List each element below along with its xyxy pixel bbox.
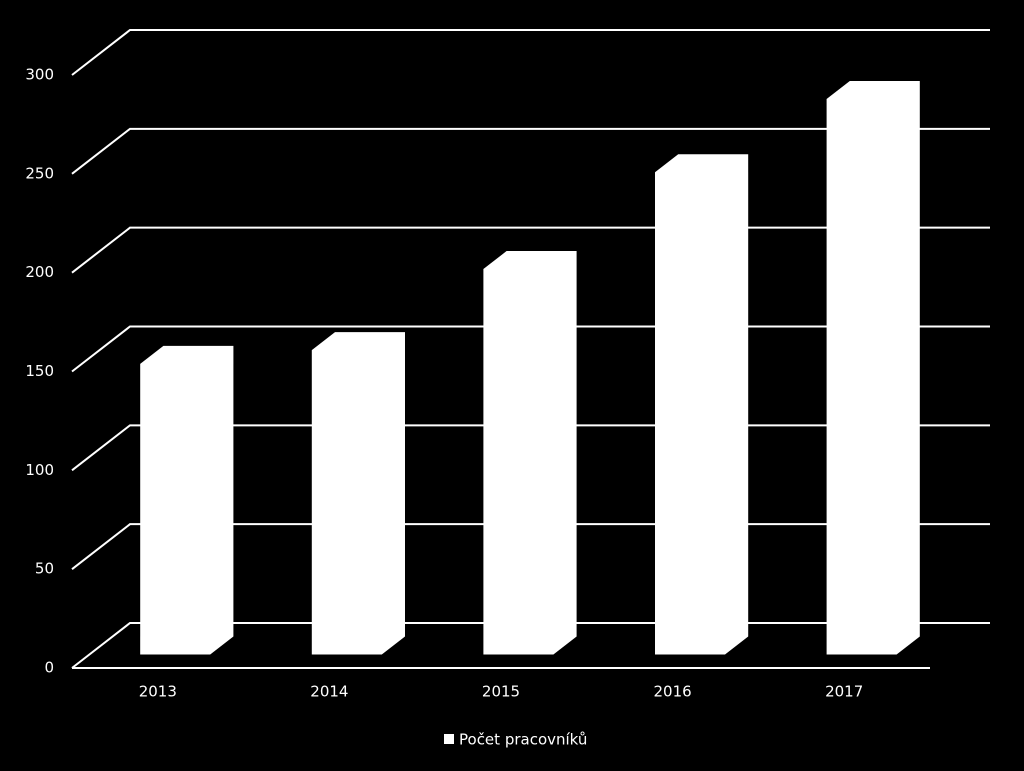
bar — [483, 251, 577, 655]
bar — [311, 332, 405, 655]
y-tick-label: 0 — [44, 659, 54, 677]
x-tick-label: 2013 — [139, 683, 177, 701]
legend-label: Počet pracovníků — [459, 731, 587, 749]
grid-line — [71, 29, 990, 76]
bar — [826, 81, 920, 655]
y-tick-label: 100 — [25, 461, 54, 479]
x-tick-label: 2016 — [654, 683, 692, 701]
y-tick-label: 300 — [25, 66, 54, 84]
y-tick-label: 250 — [25, 164, 54, 182]
x-tick-label: 2015 — [482, 683, 520, 701]
bar — [140, 345, 234, 655]
bar — [655, 154, 749, 655]
x-tick-label: 2014 — [310, 683, 348, 701]
y-tick-label: 200 — [25, 263, 54, 281]
y-tick-label: 50 — [35, 560, 54, 578]
grid-line — [71, 127, 990, 175]
legend-swatch — [444, 734, 454, 744]
y-tick-label: 150 — [25, 362, 54, 380]
x-tick-label: 2017 — [825, 683, 863, 701]
